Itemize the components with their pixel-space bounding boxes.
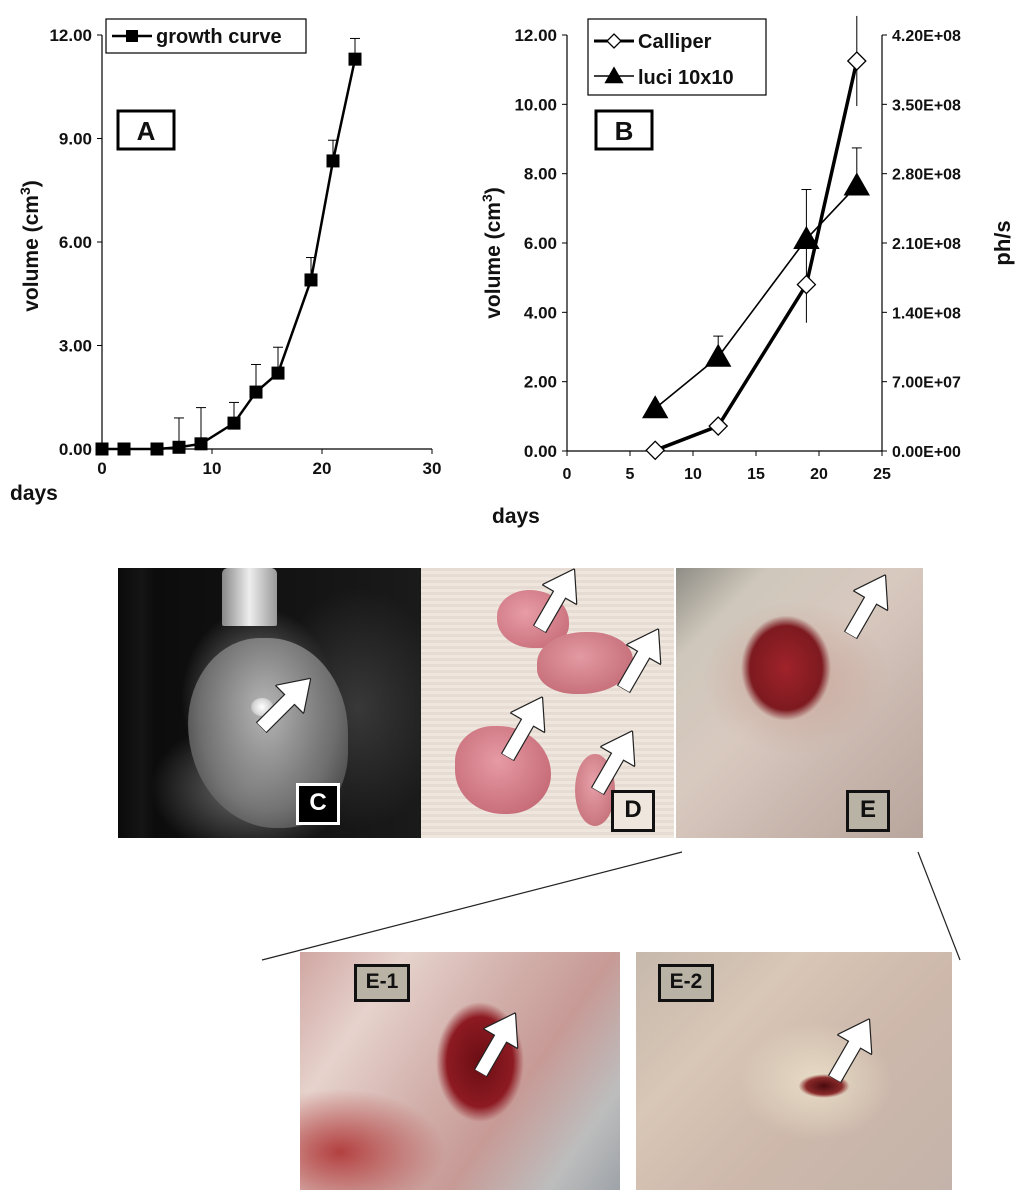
data-point-growth-curve bbox=[117, 442, 131, 456]
legend-marker-growth-curve bbox=[126, 30, 138, 42]
arrow-icon bbox=[590, 729, 636, 796]
data-point-calliper bbox=[645, 440, 666, 461]
x-axis-label: days bbox=[10, 482, 58, 505]
y-tick-label: 0.00 bbox=[59, 440, 92, 459]
arrow-icon bbox=[827, 1017, 873, 1084]
arrow-icon bbox=[532, 568, 578, 634]
x-tick-label: 5 bbox=[626, 466, 635, 483]
x-tick-label: 20 bbox=[313, 459, 332, 478]
photo-panel-e1: E-1 bbox=[300, 952, 620, 1190]
data-point-calliper bbox=[846, 51, 867, 71]
y-axis-label: volume (cm3) bbox=[479, 187, 505, 319]
legend-label-calliper: Calliper bbox=[638, 31, 712, 53]
panel-label-c: C bbox=[296, 783, 340, 825]
data-point-calliper bbox=[796, 274, 817, 295]
y-tick-label: 3.00 bbox=[59, 337, 92, 356]
panel-label-a: A bbox=[137, 116, 156, 146]
legend-label-growth-curve: growth curve bbox=[156, 26, 282, 48]
photo-panel-d: D bbox=[421, 568, 674, 838]
y-tick-label: 8.00 bbox=[524, 165, 557, 184]
y-tick-label: 10.00 bbox=[514, 95, 557, 114]
chart-a: 0.00 3.00 6.00 9.00 12.00 0 10 20 30 days volume (… bbox=[10, 18, 442, 505]
x-tick-label: 20 bbox=[810, 466, 828, 483]
data-point-luci bbox=[642, 395, 669, 419]
data-point-luci bbox=[843, 172, 870, 196]
arrow-icon bbox=[616, 627, 662, 694]
x-tick-label: 25 bbox=[873, 466, 891, 483]
panel-label-box-b bbox=[594, 109, 654, 151]
y2-tick-label: 7.00E+07 bbox=[892, 375, 961, 392]
legend-label-luci: luci 10x10 bbox=[638, 67, 734, 89]
photo-panel-c: C bbox=[118, 568, 421, 838]
y2-tick-label: 1.40E+08 bbox=[892, 305, 961, 322]
panel-label-e2: E-2 bbox=[658, 964, 714, 1002]
y2-axis-label: ph/s bbox=[990, 220, 1015, 265]
chart-b: 0.00 2.00 4.00 6.00 8.00 10.00 12.00 0.00E+00 7.… bbox=[479, 15, 1015, 528]
data-point-growth-curve bbox=[249, 385, 263, 399]
data-point-growth-curve bbox=[172, 440, 186, 454]
panel-label-box-a bbox=[116, 109, 176, 151]
y-tick-label: 12.00 bbox=[49, 26, 92, 45]
panel-label-b: B bbox=[615, 116, 634, 146]
arrow-icon bbox=[843, 573, 889, 640]
zoom-line-right bbox=[917, 851, 961, 961]
data-point-luci bbox=[793, 225, 820, 249]
legend-marker-luci bbox=[604, 66, 624, 84]
data-point-calliper bbox=[708, 416, 729, 436]
x-axis-label: days bbox=[492, 505, 540, 528]
x-tick-label: 15 bbox=[747, 466, 765, 483]
data-point-growth-curve bbox=[150, 442, 164, 456]
photo-panel-e2: E-2 bbox=[636, 952, 952, 1190]
zoom-line-left bbox=[261, 851, 683, 961]
x-tick-label: 10 bbox=[203, 459, 222, 478]
nose-cone bbox=[222, 568, 277, 626]
data-point-growth-curve bbox=[227, 416, 241, 430]
y-tick-label: 0.00 bbox=[524, 442, 557, 461]
panel-label-d: D bbox=[611, 790, 655, 832]
tumor-piece-2 bbox=[537, 632, 633, 694]
arrow-icon bbox=[255, 677, 312, 734]
series-line-luci bbox=[654, 185, 858, 410]
data-point-growth-curve bbox=[326, 154, 340, 168]
y-tick-label: 9.00 bbox=[59, 130, 92, 149]
y-tick-label: 4.00 bbox=[524, 303, 557, 322]
y2-tick-label: 4.20E+08 bbox=[892, 28, 961, 45]
x-tick-label: 0 bbox=[563, 466, 572, 483]
legend-marker-calliper bbox=[606, 33, 622, 49]
series-line-calliper bbox=[654, 60, 859, 452]
y-tick-label: 6.00 bbox=[524, 234, 557, 253]
x-tick-label: 30 bbox=[423, 459, 442, 478]
arrow-icon bbox=[473, 1011, 519, 1078]
data-point-luci bbox=[705, 343, 732, 367]
y2-tick-label: 2.80E+08 bbox=[892, 167, 961, 184]
y2-tick-label: 2.10E+08 bbox=[892, 236, 961, 253]
data-point-growth-curve bbox=[271, 366, 285, 380]
data-point-growth-curve bbox=[304, 273, 318, 287]
x-tick-label: 10 bbox=[684, 466, 702, 483]
panel-label-e: E bbox=[846, 790, 890, 832]
y2-tick-label: 3.50E+08 bbox=[892, 97, 961, 114]
tumor-piece-3 bbox=[455, 726, 551, 814]
y-tick-label: 12.00 bbox=[514, 26, 557, 45]
y-tick-label: 6.00 bbox=[59, 233, 92, 252]
data-point-growth-curve bbox=[348, 52, 362, 66]
photo-panel-e: E bbox=[676, 568, 923, 838]
x-tick-label: 0 bbox=[97, 459, 106, 478]
arrow-icon bbox=[500, 695, 546, 762]
y-axis-label: volume (cm3) bbox=[17, 180, 43, 312]
y2-tick-label: 0.00E+00 bbox=[892, 444, 961, 461]
y-tick-label: 2.00 bbox=[524, 373, 557, 392]
data-point-growth-curve bbox=[95, 442, 109, 456]
panel-label-e1: E-1 bbox=[354, 964, 410, 1002]
data-point-growth-curve bbox=[194, 437, 208, 451]
